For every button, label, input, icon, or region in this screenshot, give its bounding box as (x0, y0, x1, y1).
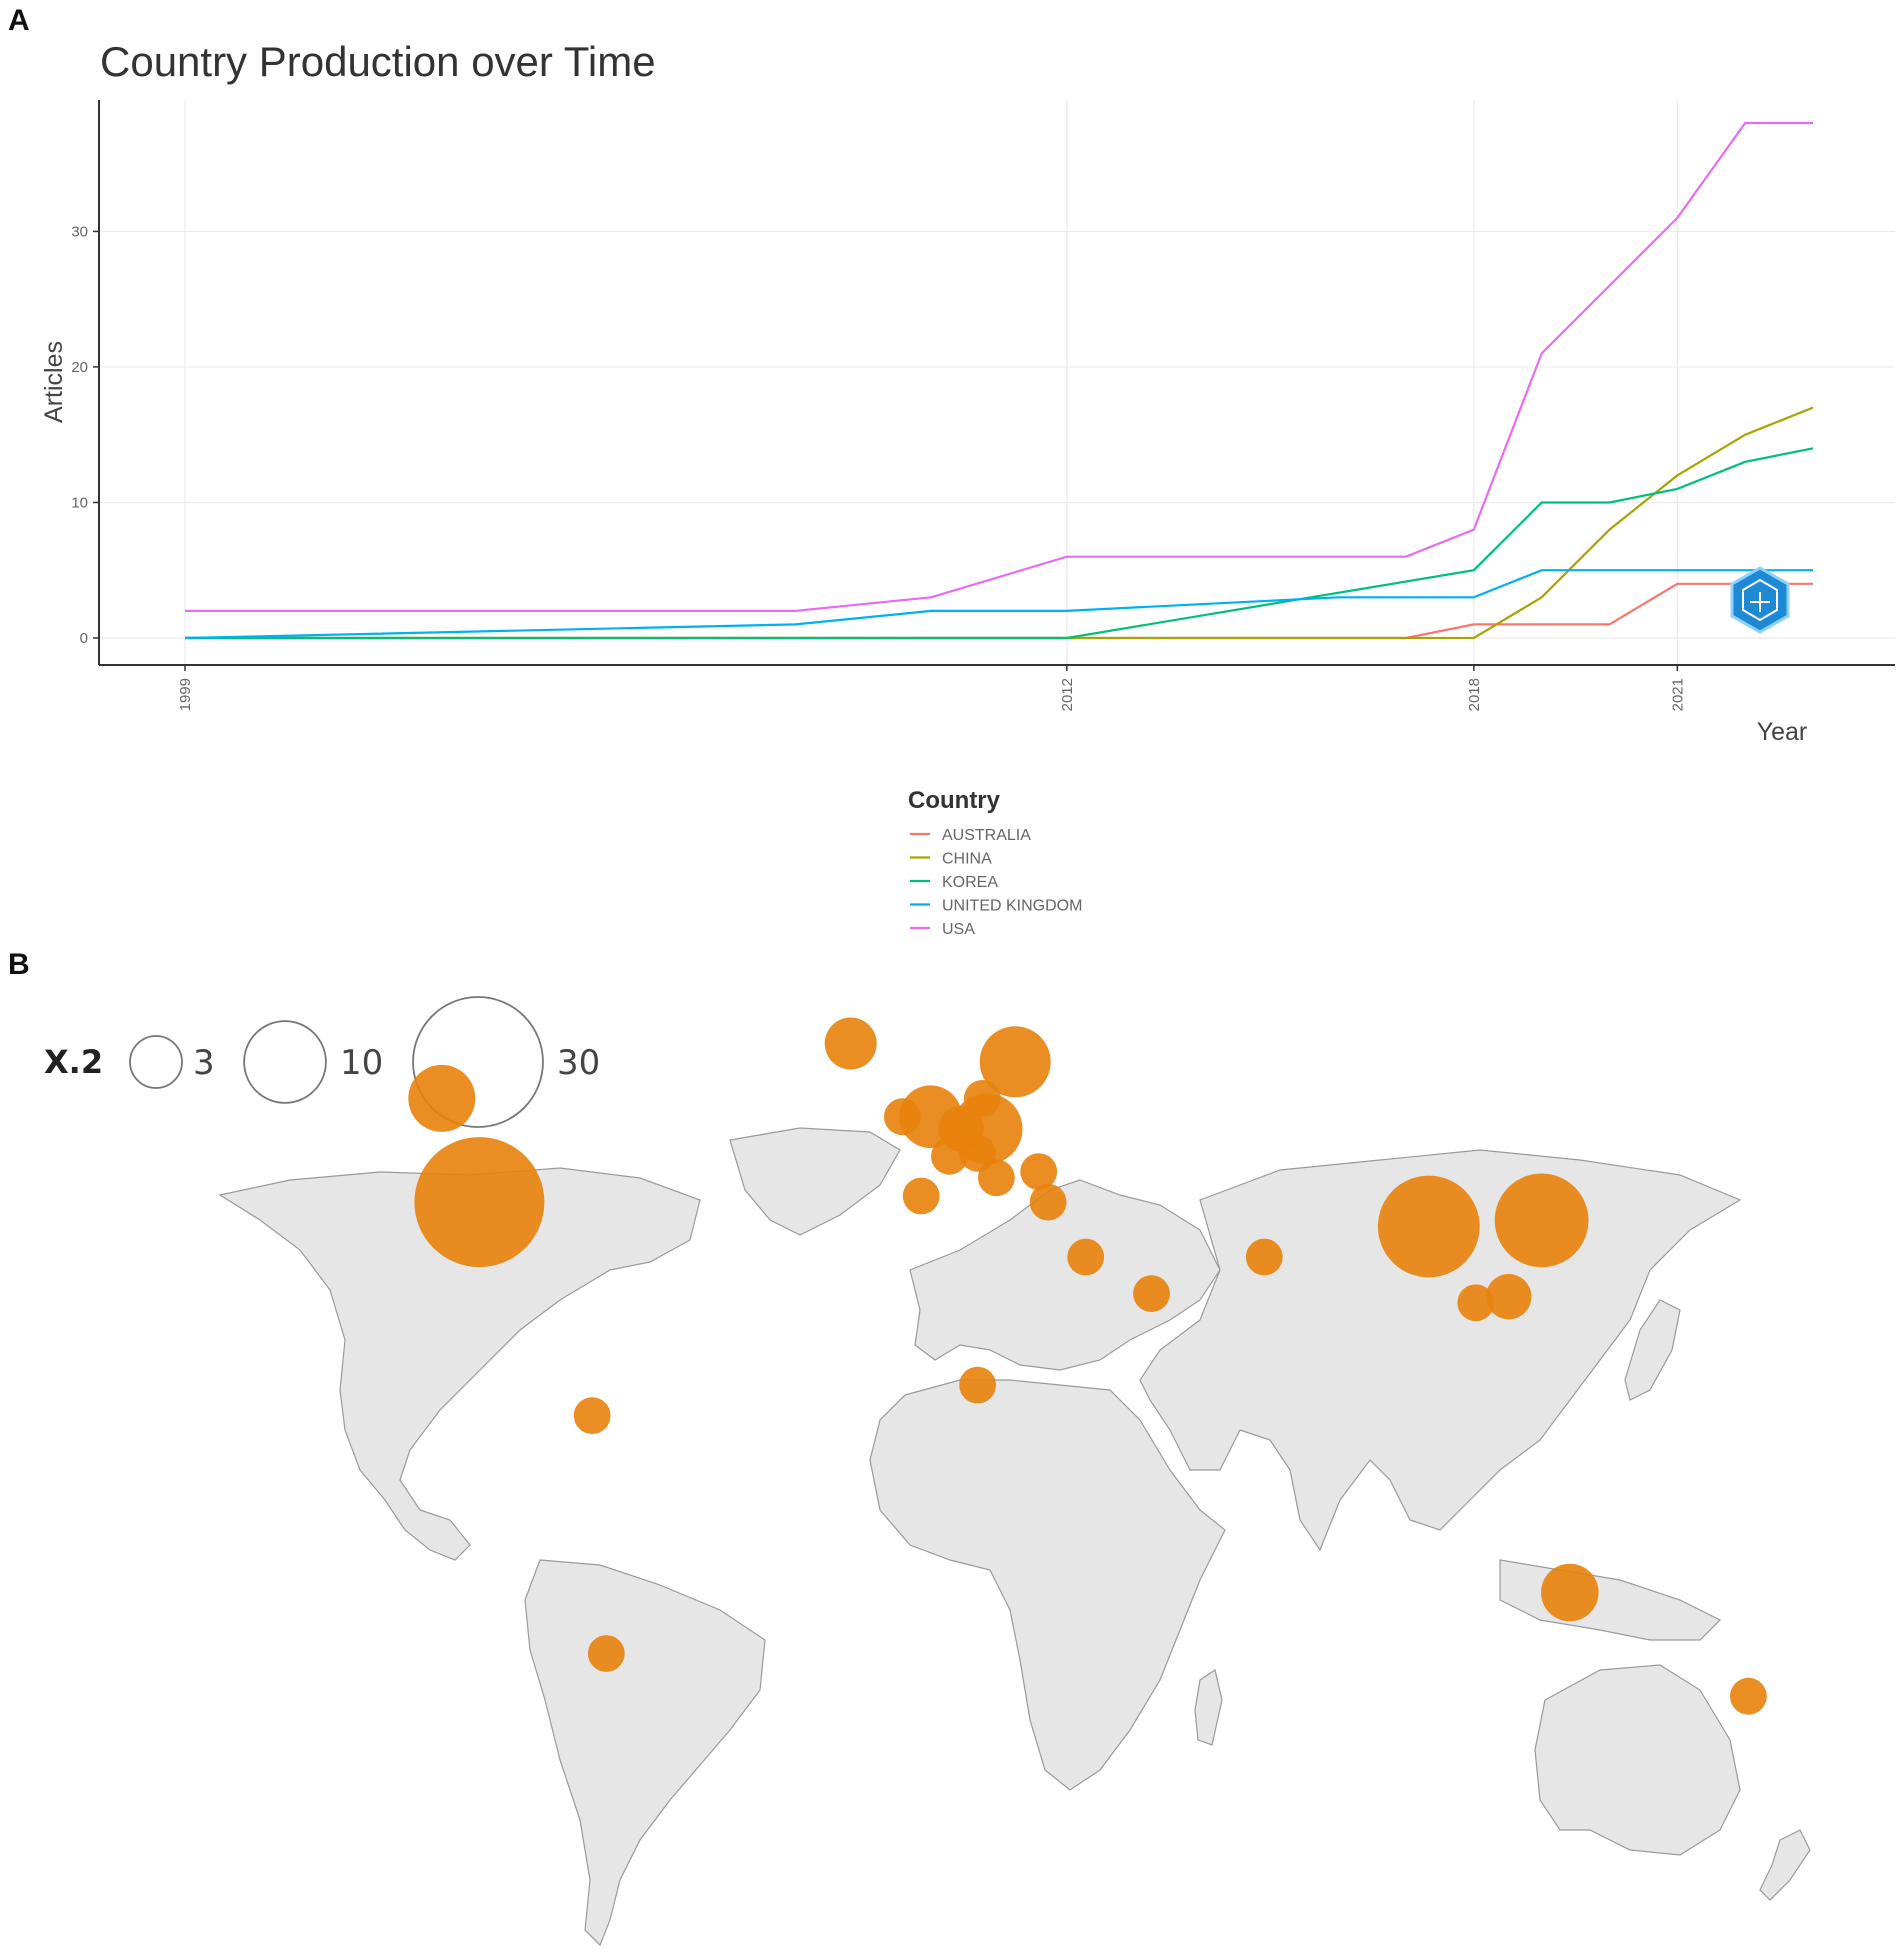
legend: AUSTRALIA CHINA KOREA UNITED KINGDOM USA (910, 827, 1082, 938)
country-bubble (902, 1177, 940, 1215)
country-bubble (573, 1397, 611, 1434)
country-bubble (1245, 1238, 1283, 1276)
size-legend-circle (412, 996, 544, 1128)
legend-label: KOREA (942, 874, 998, 891)
asia-shape (1139, 1149, 1742, 1552)
country-bubble (963, 1080, 1001, 1117)
x-tick-label: 1999 (177, 678, 194, 711)
country-bubble (1377, 1175, 1480, 1278)
size-legend-title: X.2 (44, 1043, 103, 1081)
country-bubble (1067, 1238, 1105, 1276)
y-tick-label: 0 (80, 630, 88, 647)
panel-b-label: B (8, 948, 30, 981)
x-tick-label: 2012 (1059, 678, 1076, 711)
series-line-korea (185, 447, 1814, 640)
world-map-land (218, 1127, 1811, 1947)
north-america-shape (218, 1167, 701, 1561)
size-legend-label: 30 (557, 1043, 600, 1083)
axes (98, 100, 1895, 666)
watermark-logo-icon (1730, 566, 1790, 634)
japan-shape (1624, 1299, 1681, 1401)
legend-title: Country (908, 787, 1001, 814)
greenland-shape (729, 1127, 901, 1236)
size-legend-label: 3 (193, 1043, 215, 1083)
legend-label: AUSTRALIA (942, 827, 1031, 844)
country-bubble (824, 1017, 877, 1070)
country-bubble (899, 1085, 962, 1148)
country-bubble (884, 1098, 921, 1136)
y-tick-label: 10 (71, 494, 88, 511)
y-tick-label: 20 (71, 359, 88, 376)
country-bubble (959, 1134, 996, 1172)
country-bubble (1020, 1153, 1058, 1190)
chart-title: Country Production over Time (100, 38, 656, 85)
south-america-shape (524, 1559, 766, 1947)
bubbles (408, 1017, 1767, 1715)
y-tick-label: 30 (71, 223, 88, 240)
legend-label: UNITED KINGDOM (942, 898, 1082, 915)
legend-item-united-kingdom: UNITED KINGDOM (910, 898, 1082, 915)
grid (99, 100, 1895, 665)
size-legend-circle (243, 1020, 327, 1104)
europe-shape (909, 1179, 1221, 1371)
legend-item-korea: KOREA (910, 874, 998, 891)
country-bubble (938, 1106, 984, 1152)
country-bubble (978, 1159, 1015, 1197)
legend-item-usa: USA (910, 921, 975, 938)
x-tick-label: 2021 (1669, 678, 1686, 711)
series-line-usa (185, 121, 1813, 613)
country-bubble (408, 1064, 476, 1132)
southeast-asia-islands-shape (1499, 1559, 1722, 1641)
country-bubble (587, 1635, 625, 1672)
y-ticks: 0 10 20 30 (71, 223, 99, 647)
size-legend-item: 30 (412, 996, 600, 1128)
line-chart: Country Production over Time 0 10 20 30 199… (40, 38, 1895, 938)
size-legend-circle (129, 1035, 183, 1089)
country-bubble (1494, 1173, 1589, 1268)
legend-item-china: CHINA (910, 851, 992, 868)
country-bubble (1457, 1284, 1495, 1322)
legend-label: CHINA (942, 851, 992, 868)
size-legend: 3 10 30 (129, 996, 600, 1128)
country-bubble (414, 1137, 545, 1268)
series-lines (184, 121, 1814, 640)
x-ticks: 1999 2012 2018 2021 (177, 665, 1686, 711)
x-axis-label: Year (1757, 718, 1808, 746)
country-bubble (1486, 1274, 1532, 1320)
size-legend-label: 10 (340, 1043, 383, 1083)
country-bubble (1541, 1563, 1599, 1622)
country-bubble (1730, 1677, 1767, 1715)
size-legend-item: 3 (129, 1035, 215, 1089)
legend-item-australia: AUSTRALIA (910, 827, 1031, 844)
series-line-united-kingdom (184, 569, 1813, 640)
y-axis-label: Articles (40, 341, 68, 423)
africa-shape (869, 1379, 1226, 1791)
x-tick-label: 2018 (1466, 678, 1483, 711)
new-zealand-shape (1759, 1829, 1811, 1901)
australia-shape (1534, 1664, 1741, 1856)
panel-a-label: A (8, 4, 30, 37)
country-bubble (959, 1366, 996, 1404)
country-bubble (931, 1137, 968, 1175)
country-bubble (1133, 1275, 1170, 1312)
country-bubble (979, 1026, 1051, 1098)
country-bubble (1029, 1183, 1067, 1221)
size-legend-item: 10 (243, 1020, 383, 1104)
legend-label: USA (942, 921, 975, 938)
country-bubble (951, 1093, 1023, 1165)
madagascar-shape (1194, 1669, 1223, 1746)
series-line-china (185, 406, 1814, 640)
